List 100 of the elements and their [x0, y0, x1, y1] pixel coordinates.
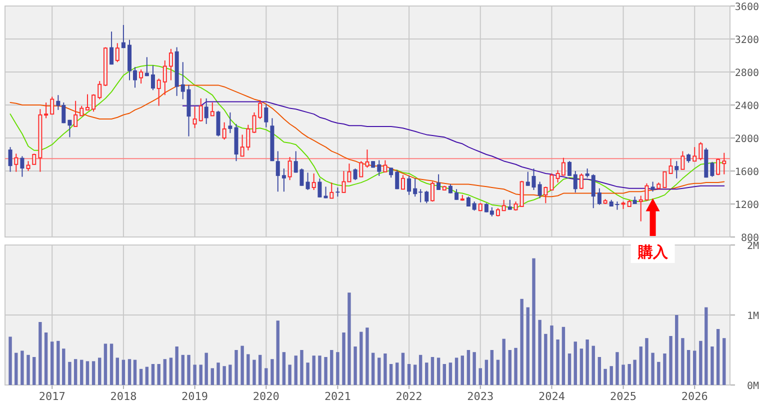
candlestick [383, 160, 388, 172]
candlestick [85, 94, 90, 110]
bar [401, 352, 405, 385]
bar [710, 346, 714, 385]
bar [348, 292, 351, 385]
candlestick [395, 170, 400, 190]
candlestick [502, 199, 506, 212]
bar [354, 346, 357, 385]
candlestick [222, 122, 226, 140]
bar [592, 346, 595, 385]
bar [413, 364, 417, 385]
bar [86, 361, 90, 385]
bar [526, 307, 530, 385]
bar [651, 352, 654, 385]
candlestick [692, 146, 697, 162]
bar [324, 357, 328, 385]
bar [210, 368, 214, 385]
bar [8, 336, 12, 385]
candlestick [650, 181, 655, 192]
candlestick [662, 171, 667, 188]
x-tick-label: 2024 [538, 390, 566, 403]
x-tick-label: 2018 [110, 390, 137, 403]
bar [574, 342, 577, 385]
bar [586, 340, 589, 385]
bar [306, 362, 310, 385]
y-tick-label: 2800 [734, 68, 759, 79]
bar [675, 315, 678, 385]
candlestick [318, 178, 322, 198]
y-tick-label: 2M [746, 241, 759, 252]
bar [371, 352, 375, 385]
candlestick [204, 98, 208, 124]
candlestick [544, 186, 548, 204]
candlestick [508, 199, 512, 210]
bar [312, 356, 316, 385]
candlestick [336, 187, 340, 198]
candlestick [80, 105, 84, 116]
candlestick [8, 146, 12, 172]
candlestick [44, 102, 48, 119]
bar [14, 352, 18, 385]
bar [98, 358, 102, 385]
y-tick-label: 0M [746, 381, 759, 392]
bar [484, 360, 488, 385]
bar [228, 364, 232, 385]
bar [657, 362, 660, 385]
candlestick [579, 172, 584, 190]
candlestick [74, 100, 78, 127]
candlestick [50, 96, 54, 115]
candlestick [264, 104, 268, 128]
bar [342, 332, 346, 385]
bar [288, 364, 292, 385]
bar [628, 364, 631, 385]
x-tick-label: 2017 [38, 390, 66, 403]
candlestick [389, 167, 394, 178]
annotation: 購入 [636, 243, 669, 261]
bar [92, 361, 96, 385]
bar [538, 320, 542, 385]
candlestick [68, 119, 72, 138]
x-tick-label: 2025 [610, 390, 637, 403]
bar [550, 326, 554, 385]
bar [360, 332, 363, 385]
bar [128, 359, 132, 385]
bar [366, 328, 369, 385]
bar [175, 346, 178, 385]
y-tick-label: 1600 [734, 167, 759, 178]
bar [216, 362, 220, 385]
bar [686, 350, 690, 385]
x-tick-label: 2022 [396, 390, 422, 403]
candlestick [121, 24, 126, 49]
candlestick [162, 60, 167, 96]
bar [116, 358, 119, 385]
bar [622, 364, 625, 385]
candlestick [210, 102, 214, 116]
bar [62, 348, 66, 385]
bar [699, 340, 702, 385]
bar [681, 338, 684, 385]
bar [396, 362, 399, 385]
bar [270, 359, 274, 385]
candlestick [216, 110, 220, 137]
bar [133, 360, 137, 385]
x-tick-label: 2023 [467, 390, 494, 403]
bar [80, 360, 84, 385]
bar [252, 360, 256, 385]
candlestick [400, 174, 405, 190]
bar [639, 346, 642, 385]
bar [258, 354, 262, 385]
candlestick [139, 69, 144, 84]
bar [264, 368, 268, 385]
bar [145, 366, 149, 385]
candlestick [680, 150, 685, 170]
candlestick [14, 153, 18, 172]
bar [199, 364, 202, 385]
y-tick-label: 1M [746, 311, 759, 322]
bar [318, 356, 322, 385]
bar [246, 354, 250, 385]
bar [722, 338, 726, 385]
bar [169, 358, 173, 385]
bar [568, 354, 572, 385]
bar [110, 344, 114, 385]
candlestick [115, 42, 120, 63]
candlestick [472, 201, 476, 212]
